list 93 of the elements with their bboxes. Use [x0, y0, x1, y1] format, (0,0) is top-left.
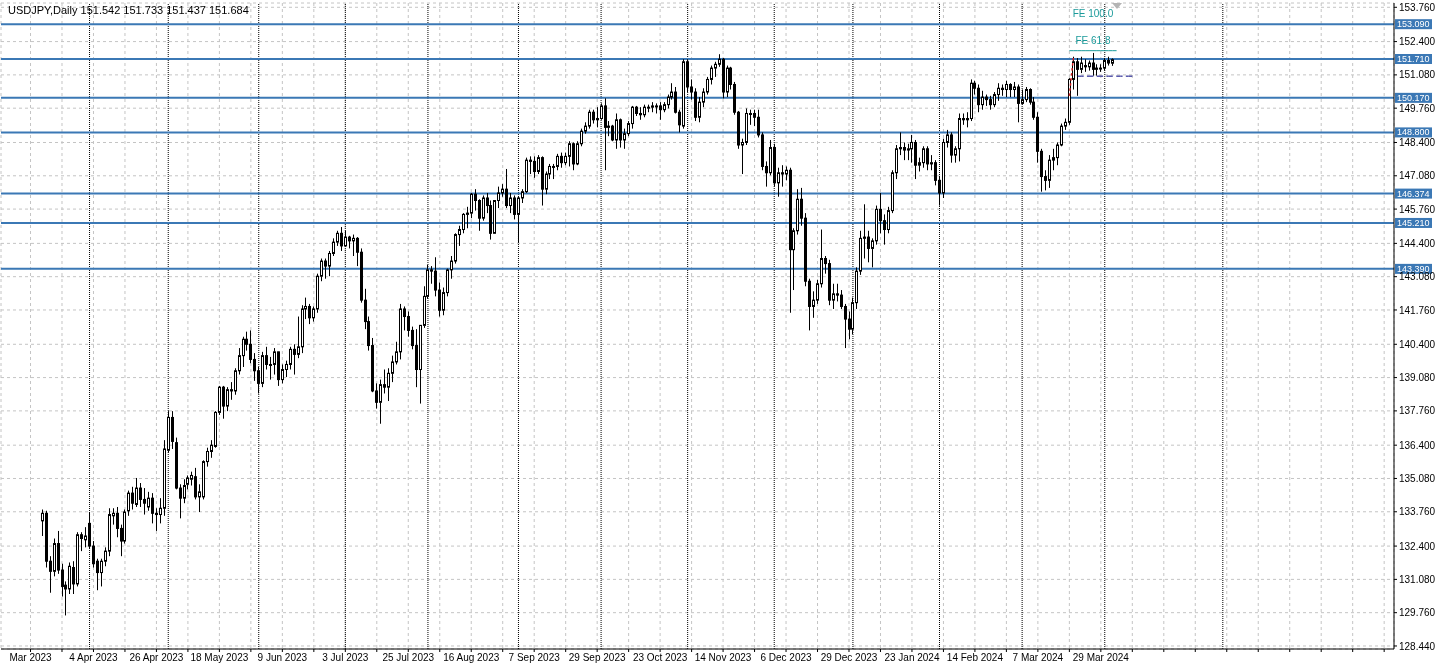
x-tick-label: 23 Oct 2023	[632, 652, 688, 664]
y-tick-label: 128.440	[1399, 640, 1436, 652]
y-tick-label: 141.760	[1399, 304, 1436, 316]
y-tick-label: 131.080	[1399, 573, 1436, 585]
candlestick	[1001, 83, 1004, 97]
candlestick	[1076, 57, 1079, 97]
candlestick	[572, 141, 575, 171]
y-tick-label: 136.400	[1399, 439, 1436, 451]
candlestick	[171, 410, 174, 450]
candlestick	[470, 192, 473, 219]
y-tick-label: 151.080	[1399, 69, 1436, 81]
candlestick	[273, 347, 276, 376]
candlestick	[194, 467, 197, 500]
y-tick-label: 140.400	[1399, 338, 1436, 350]
y-tick-label: 147.080	[1399, 170, 1436, 182]
candlestick	[615, 112, 618, 150]
chart-title: USDJPY,Daily 151.542 151.733 151.437 151.684	[8, 4, 249, 16]
candlestick	[596, 106, 599, 128]
candlestick	[533, 155, 536, 179]
candlestick	[135, 477, 138, 508]
y-tick-label: 139.080	[1399, 372, 1436, 384]
candlestick	[631, 105, 634, 130]
candlestick	[379, 379, 382, 425]
x-tick-label: 9 Jun 2023	[257, 652, 308, 664]
candlestick	[505, 168, 508, 209]
y-tick-label: 153.760	[1399, 1, 1436, 13]
candlestick	[226, 386, 229, 412]
candlestick	[116, 506, 119, 538]
candlestick	[415, 328, 418, 388]
candlestick	[222, 385, 225, 420]
y-tick-label: 149.760	[1399, 102, 1436, 114]
candlestick	[1072, 56, 1075, 91]
candlestick	[308, 303, 311, 325]
candlestick	[139, 482, 142, 508]
candlestick	[981, 90, 984, 111]
y-tick-label: 152.400	[1399, 36, 1436, 48]
candlestick	[462, 212, 465, 234]
candlestick	[588, 109, 591, 130]
y-tick-label: 129.760	[1399, 607, 1436, 619]
candlestick	[482, 194, 485, 222]
x-tick-label: Mar 2023	[9, 652, 53, 664]
candlestick	[914, 139, 917, 180]
x-tick-label: 23 Jan 2024	[884, 652, 940, 664]
candlestick	[147, 491, 150, 512]
candlestick	[478, 198, 481, 232]
candlestick	[242, 336, 245, 368]
x-tick-label: 16 Aug 2023	[443, 652, 500, 664]
x-tick-label: 25 Jul 2023	[382, 652, 435, 664]
x-tick-label: 29 Dec 2023	[820, 652, 878, 664]
candlestick	[340, 226, 343, 252]
y-tick-label: 133.760	[1399, 506, 1436, 518]
y-tick-label: 135.080	[1399, 473, 1436, 485]
candlestick	[293, 343, 296, 376]
y-tick-label: 145.760	[1399, 203, 1436, 215]
candlestick	[883, 213, 886, 246]
x-tick-label: 3 Jul 2023	[322, 652, 369, 664]
candlestick	[131, 486, 134, 511]
y-tick-label: 144.400	[1399, 237, 1436, 249]
x-tick-label: 26 Apr 2023	[129, 652, 184, 664]
x-tick-label: 14 Nov 2023	[694, 652, 752, 664]
candlestick	[568, 140, 571, 167]
candlestick	[619, 118, 622, 149]
candlestick	[977, 83, 980, 113]
x-tick-label: 4 Apr 2023	[69, 652, 119, 664]
annotation: FE 100.0	[1072, 8, 1114, 20]
candlestick	[352, 234, 355, 257]
x-tick-label: 29 Mar 2024	[1072, 652, 1130, 664]
y-tick-label: 143.080	[1399, 271, 1436, 283]
x-tick-label: 7 Mar 2024	[1012, 652, 1064, 664]
candlestick	[289, 346, 292, 371]
x-tick-label: 18 May 2023	[190, 652, 249, 664]
candlestick	[127, 490, 130, 517]
candlestick	[68, 561, 71, 595]
x-tick-label: 7 Sep 2023	[508, 652, 561, 664]
candlestick	[509, 192, 512, 214]
y-tick-label: 148.400	[1399, 137, 1436, 149]
annotation: FE 61.8	[1075, 34, 1111, 46]
candlestick	[781, 164, 784, 188]
x-tick-label: 14 Feb 2024	[946, 652, 1004, 664]
y-tick-label: 137.760	[1399, 405, 1436, 417]
candlestick	[926, 145, 929, 171]
y-tick-label: 132.400	[1399, 540, 1436, 552]
candlestick	[183, 478, 186, 504]
candlestick	[950, 131, 953, 164]
candlestick	[143, 487, 146, 516]
candlestick	[513, 194, 516, 220]
x-tick-label: 29 Sep 2023	[568, 652, 626, 664]
candlestick	[1048, 154, 1051, 189]
candlestick	[84, 526, 87, 548]
candlestick	[867, 230, 870, 263]
x-tick-label: 6 Dec 2023	[760, 652, 813, 664]
candlestick	[151, 492, 154, 524]
candlestick	[922, 145, 925, 169]
